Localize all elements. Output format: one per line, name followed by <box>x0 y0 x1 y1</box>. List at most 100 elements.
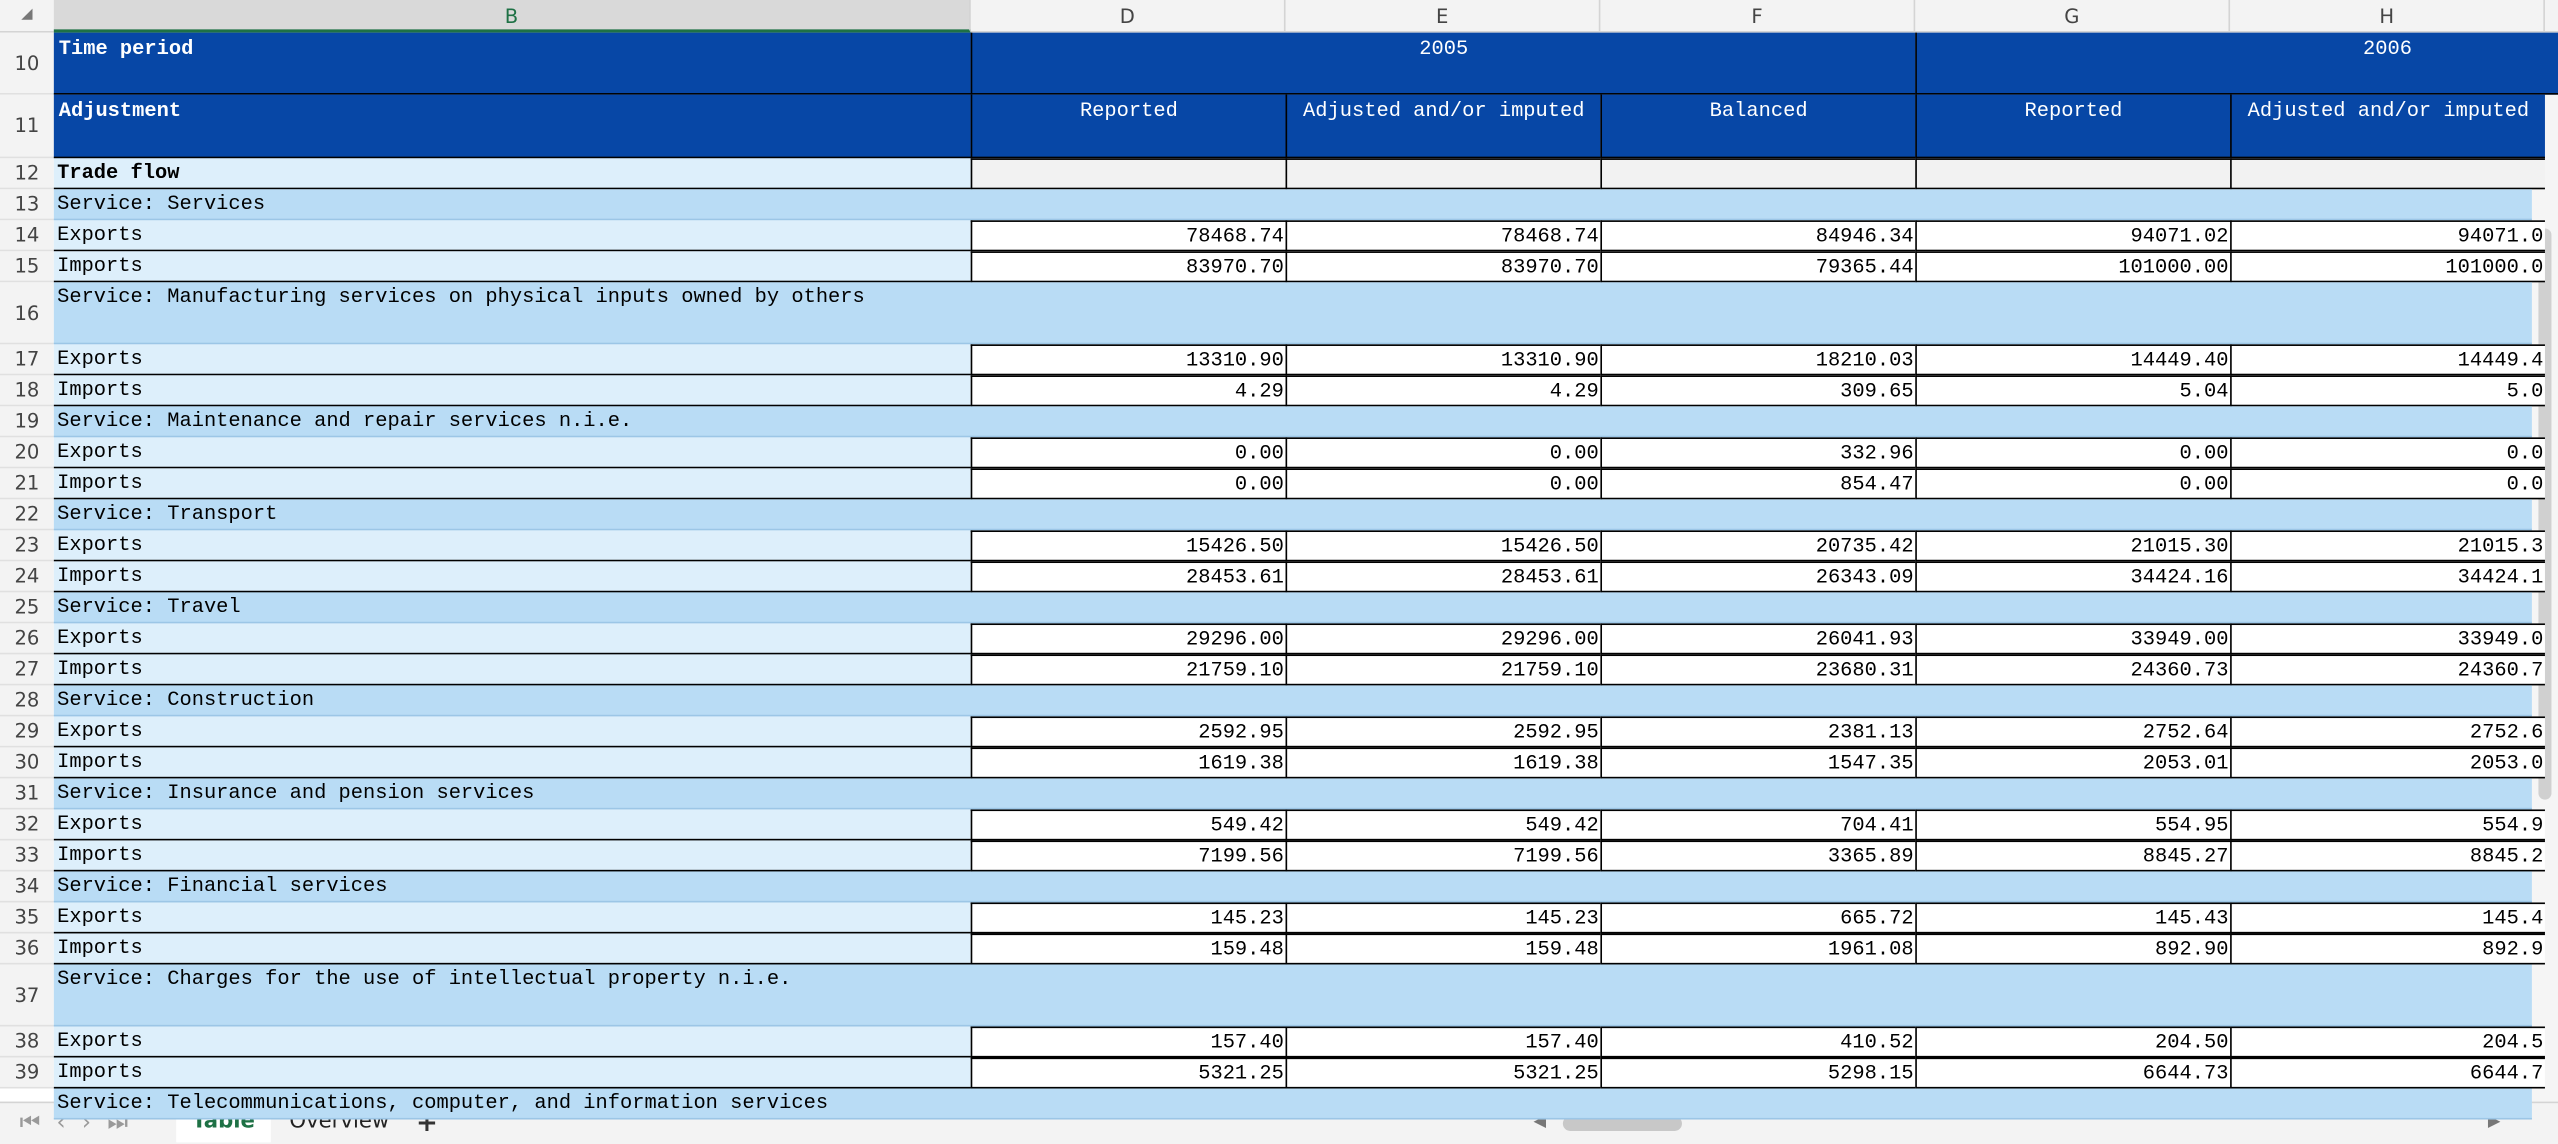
value-cell: 21759.10 <box>970 654 1286 686</box>
column-header: H <box>2230 0 2545 33</box>
value-cell: 13310.90 <box>1285 344 1601 376</box>
value-cell: 145.23 <box>970 902 1286 934</box>
value-cell: 15426.50 <box>1285 530 1601 562</box>
header-cell: 2006 <box>1915 32 2558 95</box>
value-cell: 8845.27 <box>1915 840 2231 872</box>
value-cell: 2381.13 <box>1600 716 1916 748</box>
row-number: 17 <box>0 344 54 376</box>
value-cell: 0.00 <box>970 468 1286 500</box>
row-number: 27 <box>0 654 54 686</box>
header-cell: Time period <box>53 32 971 95</box>
row-number: 11 <box>0 94 54 159</box>
empty-cell <box>1915 158 2231 190</box>
value-cell: 101000.0 <box>2230 251 2545 283</box>
row-number: 35 <box>0 902 54 934</box>
value-cell: 26343.09 <box>1600 561 1916 593</box>
row-number: 26 <box>0 623 54 655</box>
row-label: Imports <box>53 933 971 965</box>
value-cell: 892.9 <box>2230 933 2545 965</box>
value-cell: 145.4 <box>2230 902 2545 934</box>
value-cell: 145.43 <box>1915 902 2231 934</box>
value-cell: 34424.16 <box>1915 561 2231 593</box>
section-row: Service: Travel <box>53 592 2532 624</box>
section-row: Service: Maintenance and repair services… <box>53 406 2532 438</box>
row-label: Exports <box>53 1026 971 1058</box>
value-cell: 5321.25 <box>970 1057 1286 1089</box>
value-cell: 5298.15 <box>1600 1057 1916 1089</box>
value-cell: 2752.64 <box>1915 716 2231 748</box>
empty-cell <box>2230 158 2545 190</box>
value-cell: 309.65 <box>1600 375 1916 407</box>
row-label: Exports <box>53 623 971 655</box>
value-cell: 13310.90 <box>970 344 1286 376</box>
value-cell: 204.50 <box>1915 1026 2231 1058</box>
row-number: 30 <box>0 747 54 779</box>
row-number: 37 <box>0 964 54 1027</box>
value-cell: 410.52 <box>1600 1026 1916 1058</box>
value-cell: 83970.70 <box>970 251 1286 283</box>
value-cell: 4.29 <box>1285 375 1601 407</box>
select-all[interactable]: ◢ <box>21 6 33 23</box>
row-label: Exports <box>53 344 971 376</box>
row-label: Imports <box>53 654 971 686</box>
value-cell: 4.29 <box>970 375 1286 407</box>
value-cell: 29296.00 <box>1285 623 1601 655</box>
header-cell: Balanced <box>1600 94 1916 159</box>
row-label: Exports <box>53 716 971 748</box>
row-label: Exports <box>53 530 971 562</box>
row-label: Imports <box>53 1057 971 1089</box>
value-cell: 2053.01 <box>1915 747 2231 779</box>
value-cell: 554.9 <box>2230 809 2545 841</box>
value-cell: 159.48 <box>970 933 1286 965</box>
value-cell: 1547.35 <box>1600 747 1916 779</box>
value-cell: 14449.4 <box>2230 344 2545 376</box>
value-cell: 84946.34 <box>1600 220 1916 252</box>
horizontal-scrollbar[interactable] <box>1562 1116 1682 1131</box>
value-cell: 204.5 <box>2230 1026 2545 1058</box>
row-number: 10 <box>0 32 54 95</box>
row-number: 23 <box>0 530 54 562</box>
value-cell: 94071.0 <box>2230 220 2545 252</box>
row-label: Exports <box>53 220 971 252</box>
value-cell: 5.04 <box>1915 375 2231 407</box>
value-cell: 0.00 <box>1915 468 2231 500</box>
header-cell: Adjustment <box>53 94 971 159</box>
value-cell: 33949.0 <box>2230 623 2545 655</box>
row-label: Imports <box>53 840 971 872</box>
row-number: 22 <box>0 499 54 531</box>
value-cell: 0.00 <box>1285 437 1601 469</box>
row-number: 20 <box>0 437 54 469</box>
empty-cell <box>970 158 1286 190</box>
column-header: E <box>1286 0 1601 33</box>
header-cell: Adjusted and/or imputed <box>2230 94 2545 159</box>
value-cell: 83970.70 <box>1285 251 1601 283</box>
value-cell: 3365.89 <box>1600 840 1916 872</box>
row-number: 24 <box>0 561 54 593</box>
row-number: 25 <box>0 592 54 624</box>
row-number: 18 <box>0 375 54 407</box>
empty-cell <box>1285 158 1601 190</box>
section-row: Service: Transport <box>53 499 2532 531</box>
value-cell: 18210.03 <box>1600 344 1916 376</box>
row-number: 34 <box>0 871 54 903</box>
value-cell: 549.42 <box>1285 809 1601 841</box>
value-cell: 20735.42 <box>1600 530 1916 562</box>
empty-cell <box>1600 158 1916 190</box>
value-cell: 157.40 <box>970 1026 1286 1058</box>
row-number: 21 <box>0 468 54 500</box>
row-label: Imports <box>53 561 971 593</box>
value-cell: 79365.44 <box>1600 251 1916 283</box>
value-cell: 6644.7 <box>2230 1057 2545 1089</box>
row-label: Imports <box>53 375 971 407</box>
value-cell: 26041.93 <box>1600 623 1916 655</box>
value-cell: 892.90 <box>1915 933 2231 965</box>
row-number: 15 <box>0 251 54 283</box>
row-number: 31 <box>0 778 54 810</box>
section-row: Service: Charges for the use of intellec… <box>53 964 2532 1027</box>
row-number: 36 <box>0 933 54 965</box>
value-cell: 14449.40 <box>1915 344 2231 376</box>
vertical-scrollbar[interactable] <box>2538 228 2552 800</box>
value-cell: 28453.61 <box>1285 561 1601 593</box>
row-label: Exports <box>53 437 971 469</box>
